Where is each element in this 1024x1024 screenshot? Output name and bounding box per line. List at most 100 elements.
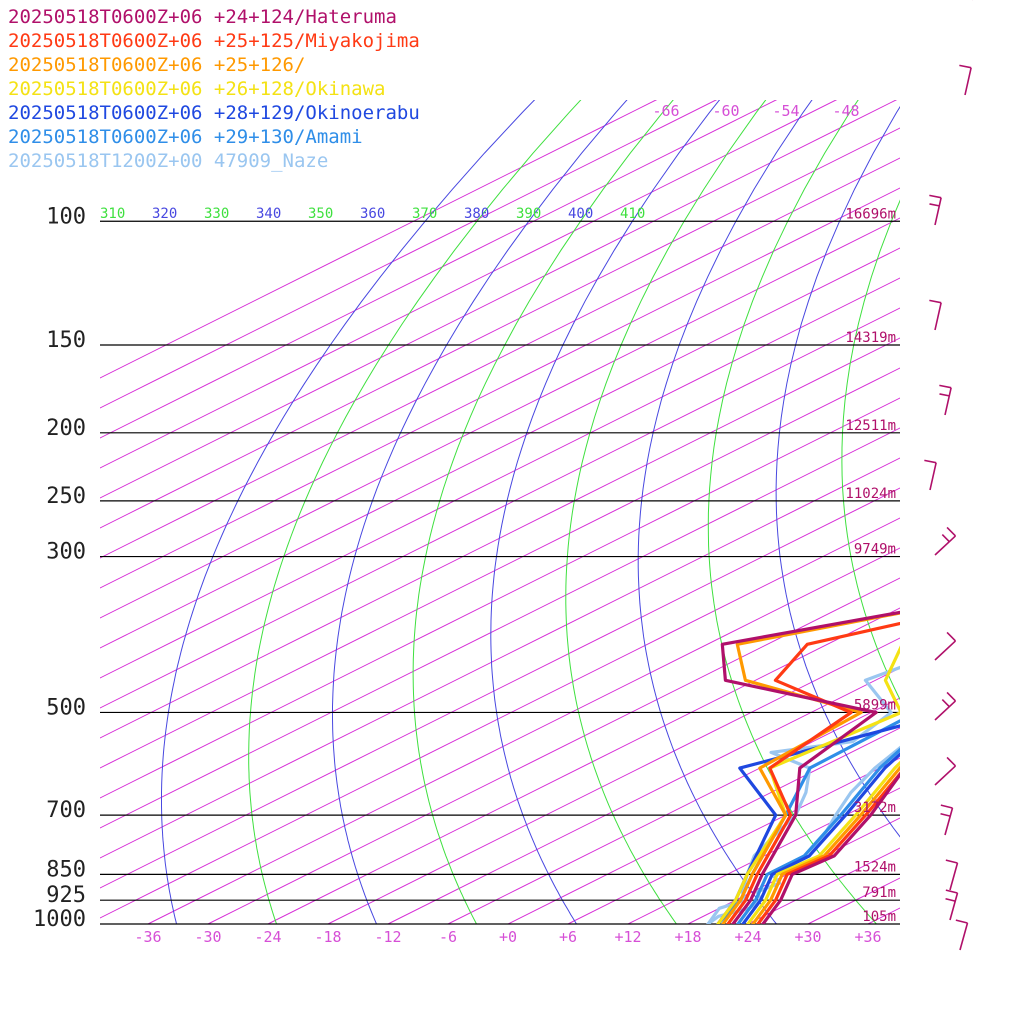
dewpoint-profile [720,610,900,924]
isotherm-line [100,100,778,439]
theta-label: 350 [308,206,333,222]
theta-label: 410 [620,206,645,222]
height-label: 12511m [845,418,896,434]
theta-label: 320 [152,206,177,222]
upper-temperature-label: -66 [652,102,679,120]
legend-entry: 20250518T0600Z+06 +24+124/Hateruma [8,6,397,28]
upper-temperature-label: -54 [772,102,799,120]
temperature-profile [756,771,900,924]
isotherm-line [100,307,900,709]
dewpoint-profile [726,621,900,924]
wind-barb [929,299,942,331]
pressure-tick-label: 500 [46,695,86,720]
isotherm-line [100,127,900,529]
legend-entry: 20250518T0600Z+06 +28+129/Okinoerabu [8,102,420,124]
isotherm-line [988,65,1024,924]
isotherm-line [100,100,838,469]
temperature-profile [761,771,900,924]
pressure-tick-label: 1000 [33,907,86,932]
isotherm-line [100,100,898,499]
dry-adiabat-line [332,100,628,924]
theta-label: 340 [256,206,281,222]
height-label: 105m [862,909,896,925]
pressure-tick-label: 925 [46,883,86,908]
wind-barb [955,919,969,951]
axis-labels: 100 16696m 150 14319m 200 12511m 250 11024m 300 9… [33,102,896,946]
isotherm-line [207,577,900,924]
dry-adiabat-line [565,100,767,924]
temperature-profile [736,747,900,924]
temperature-tick-label: +36 [854,928,881,946]
height-label: 791m [862,885,896,901]
height-label: 14319m [845,330,896,346]
theta-label: 310 [100,206,125,222]
pressure-tick-label: 100 [46,204,86,229]
pressure-tick-label: 250 [46,484,86,509]
upper-temperature-label: -60 [712,102,739,120]
height-label: 1524m [854,859,896,875]
wind-barb [934,756,957,786]
isotherm-line [147,547,900,924]
temperature-profile [751,765,900,924]
isotherm-line [807,877,900,924]
wind-barb [939,384,952,416]
isotherm-line [100,100,658,379]
wind-barb [934,691,957,721]
temperature-tick-label: -12 [374,928,401,946]
dry-adiabat-line [707,100,878,924]
temperature-tick-label: -18 [314,928,341,946]
dry-adiabat-line [161,100,536,924]
upper-temperature-label: -48 [832,102,859,120]
legend-entry: 20250518T0600Z+06 +26+128/Okinawa [8,78,386,100]
isotherm-line [100,517,900,919]
temperature-tick-label: +0 [499,928,517,946]
isotherm-line [100,397,900,799]
pressure-tick-label: 700 [46,798,86,823]
profiles [706,610,900,924]
height-label: 5899m [854,697,896,713]
legend-entry: 20250518T1200Z+00 47909_Naze [8,150,329,172]
dry-adiabat-line [637,100,813,924]
temperature-profile [741,752,900,924]
wind-barb [929,194,942,226]
height-label: 3172m [854,800,896,816]
height-label: 16696m [845,206,896,222]
isotherm-line [567,757,900,924]
temperature-tick-label: -36 [134,928,161,946]
temperature-tick-label: -6 [439,928,457,946]
temperature-tick-label: +24 [734,928,761,946]
temperature-tick-label: -24 [254,928,281,946]
isotherm-line [100,337,900,739]
theta-label: 360 [360,206,385,222]
theta-label: 400 [568,206,593,222]
pressure-tick-label: 300 [46,540,86,565]
background-lines [100,65,1024,939]
isotherm-line [447,697,900,924]
legend-entry: 20250518T0600Z+06 +25+125/Miyakojima [8,30,420,52]
temperature-profile [746,760,900,924]
isotherm-line [100,487,900,889]
isotherm-line [100,427,900,829]
wind-barb [959,64,972,96]
isotherm-line [100,157,900,559]
dry-adiabat-line [412,100,674,924]
height-label: 9749m [854,542,896,558]
dry-adiabat-line [968,65,1024,939]
wind-barb [934,526,957,556]
dry-adiabat-line [841,199,900,701]
isobars [100,220,900,925]
dry-adiabat-line [248,100,582,924]
wind-barbs [924,0,973,951]
theta-label: 380 [464,206,489,222]
dry-adiabat-line [906,65,1024,939]
isotherm-line [507,727,900,924]
isotherm-line [387,667,900,924]
temperature-tick-label: +30 [794,928,821,946]
wind-barb [945,889,959,921]
wind-barb [945,859,959,891]
isotherm-line [100,367,900,769]
pressure-tick-label: 150 [46,328,86,353]
isotherm-line [100,247,900,649]
legend-entry: 20250518T0600Z+06 +25+126/ [8,54,306,76]
temperature-tick-label: -30 [194,928,221,946]
